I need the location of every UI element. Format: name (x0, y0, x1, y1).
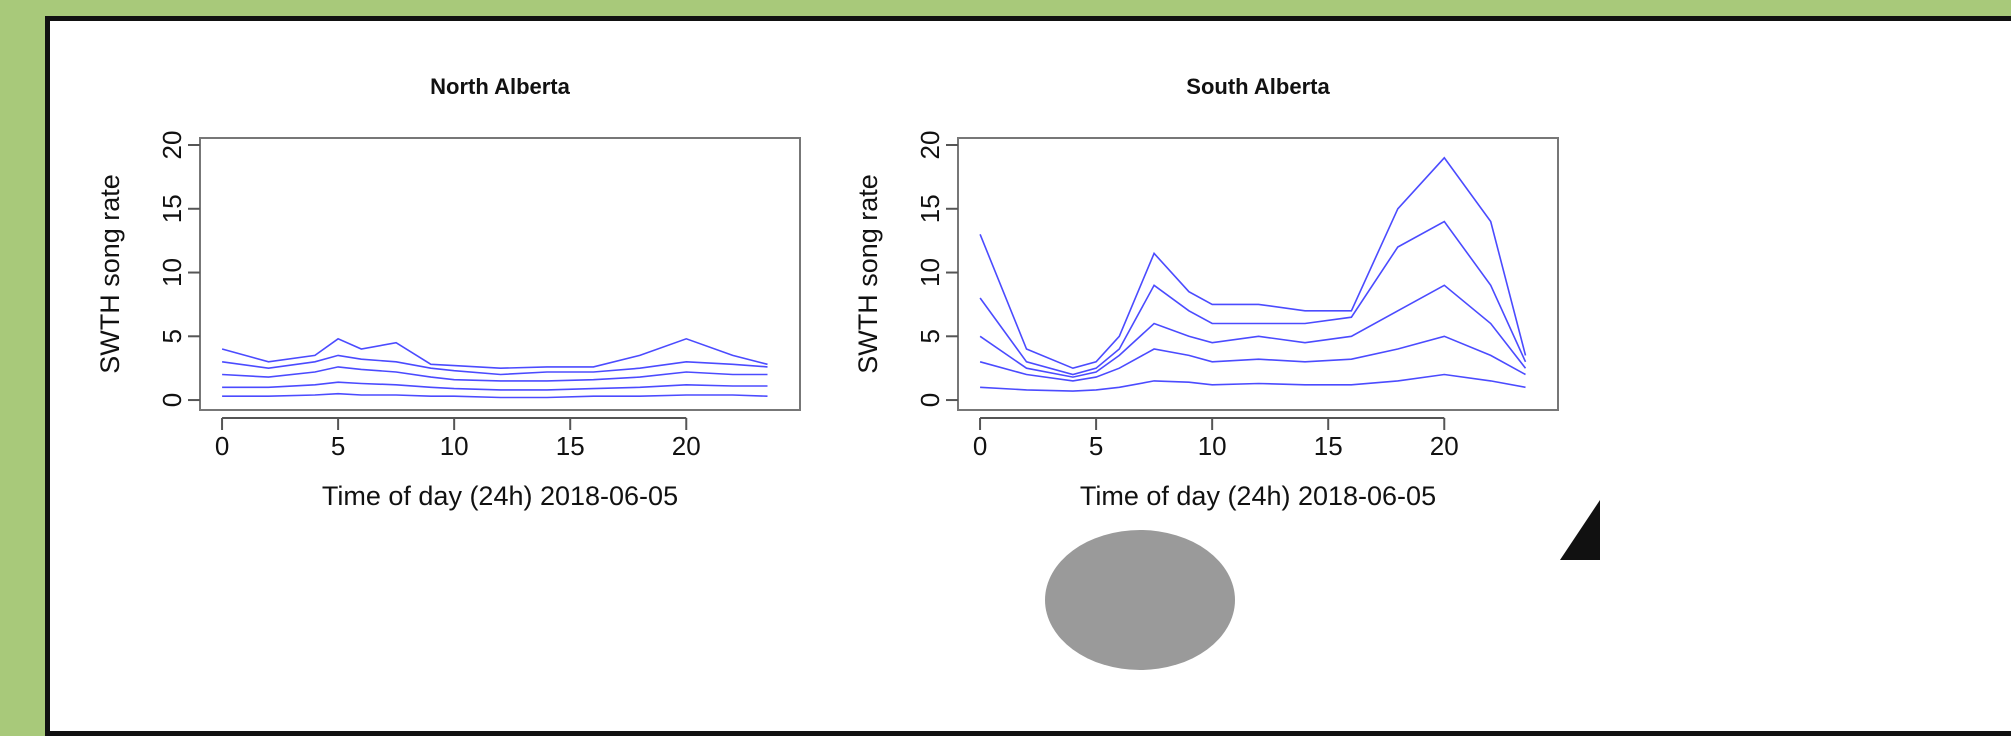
plot-frame (199, 137, 801, 411)
x-tick-label: 0 (973, 431, 987, 461)
series-line (222, 381, 768, 391)
series-line (979, 335, 1526, 382)
x-tick-label: 5 (1089, 431, 1103, 461)
decoration (1560, 500, 1600, 560)
y-tick-label: 10 (915, 258, 945, 287)
series-line (222, 366, 768, 382)
x-tick-label: 10 (440, 431, 469, 461)
x-tick-label: 5 (331, 431, 345, 461)
decoration (1045, 530, 1235, 670)
y-tick-label: 20 (157, 131, 187, 160)
series-line (979, 284, 1527, 378)
y-tick-label: 20 (915, 131, 945, 160)
y-tick-label: 0 (915, 393, 945, 407)
chart-title: South Alberta (1186, 74, 1330, 99)
x-tick-label: 20 (1430, 431, 1459, 461)
x-axis-label: Time of day (24h) 2018-06-05 (322, 481, 678, 511)
x-tick-label: 15 (1314, 431, 1343, 461)
x-tick-label: 15 (556, 431, 585, 461)
x-tick-label: 20 (672, 431, 701, 461)
y-tick-label: 5 (915, 329, 945, 343)
series-line (221, 354, 768, 376)
page: {"chart_data": [ {"type": "line", "title… (45, 16, 2011, 736)
y-tick-label: 15 (157, 194, 187, 223)
series-line (980, 373, 1526, 392)
y-axis-label: SWTH song rate (853, 174, 883, 374)
y-tick-label: 15 (915, 194, 945, 223)
x-tick-label: 10 (1198, 431, 1227, 461)
charts: North Alberta Time of day (24h) 2018-06-0… (95, 74, 1600, 670)
series-line (221, 337, 768, 370)
series-line (979, 156, 1527, 370)
series-line (979, 220, 1527, 376)
y-tick-label: 10 (157, 258, 187, 287)
y-axis-label: SWTH song rate (95, 174, 125, 374)
series-line (222, 392, 768, 399)
chart-title: North Alberta (430, 74, 571, 99)
x-tick-label: 0 (215, 431, 229, 461)
plot-frame (957, 137, 1559, 411)
panel (45, 16, 2011, 736)
x-axis-label: Time of day (24h) 2018-06-05 (1080, 481, 1436, 511)
y-tick-label: 5 (157, 329, 187, 343)
y-tick-label: 0 (157, 393, 187, 407)
